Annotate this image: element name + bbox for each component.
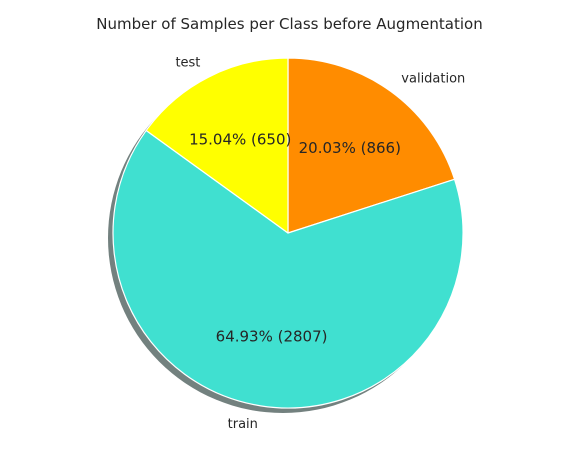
- chart-title: Number of Samples per Class before Augme…: [96, 15, 483, 33]
- slice-label-test: test: [175, 56, 200, 71]
- pie-slice-train: [112, 129, 464, 409]
- pie-slice-test: [145, 57, 289, 234]
- slice-pct-test: 15.04% (650): [189, 130, 291, 148]
- slice-label-validation: validation: [401, 71, 465, 86]
- slice-pct-train: 64.93% (2807): [216, 328, 328, 346]
- pie-slice-validation: [287, 57, 456, 234]
- slice-pct-validation: 20.03% (866): [299, 139, 401, 157]
- slice-label-train: train: [228, 417, 258, 432]
